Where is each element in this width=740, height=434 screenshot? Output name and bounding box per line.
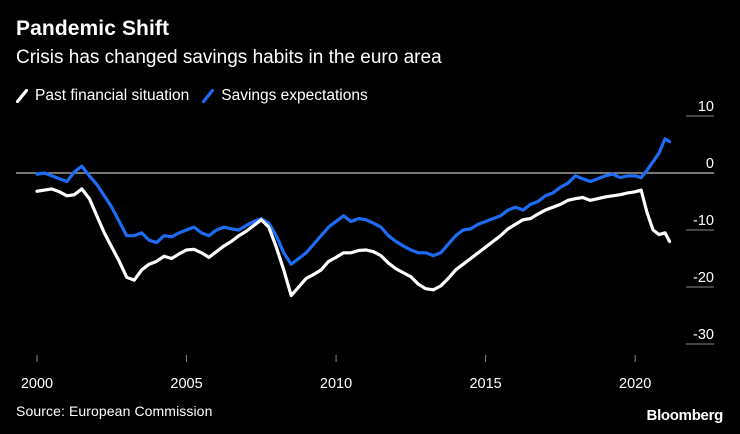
x-tick-label: 2010 xyxy=(320,376,352,392)
y-tick-label: -20 xyxy=(693,270,714,286)
x-tick-label: 2000 xyxy=(21,376,53,392)
series-line-savings-expectations xyxy=(37,139,670,264)
x-tick-label: 2015 xyxy=(469,376,501,392)
y-tick-label: 0 xyxy=(706,156,714,172)
y-tick-label: -30 xyxy=(693,327,714,343)
line-chart: 10 0 -10 -20 -30 2000 2005 2010 2015 2020 xyxy=(0,0,740,434)
y-tick-label: -10 xyxy=(693,213,714,229)
x-tick-label: 2005 xyxy=(170,376,202,392)
bloomberg-logo: Bloomberg xyxy=(647,407,723,424)
y-tick-label: 10 xyxy=(698,99,714,115)
series-line-past-financial-situation xyxy=(37,189,670,296)
x-tick-label: 2020 xyxy=(619,376,651,392)
source-note: Source: European Commission xyxy=(16,403,212,419)
